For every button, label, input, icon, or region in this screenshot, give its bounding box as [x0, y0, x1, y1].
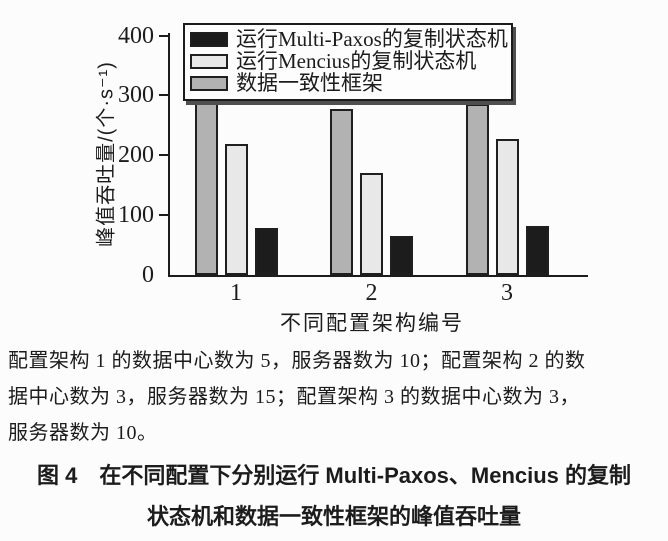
bar-mencius-group-3 — [495, 139, 519, 275]
y-tick-mark — [159, 94, 168, 97]
legend-item-mencius: 运行Mencius的复制状态机 — [190, 51, 506, 72]
y-tick-label: 400 — [118, 22, 154, 49]
mencius-swatch — [190, 54, 228, 69]
x-axis-label: 不同配置架构编号 — [280, 312, 464, 335]
bar-mencius-group-1 — [224, 143, 248, 275]
y-tick-label: 200 — [118, 142, 154, 169]
y-tick-label: 300 — [118, 82, 154, 109]
caption-line-1: 图 4 在不同配置下分别运行 Multi-Paxos、Mencius 的复制 — [36, 463, 632, 488]
legend-label: 运行Multi-Paxos的复制状态机 — [236, 27, 508, 51]
bar-mencius-group-2 — [360, 172, 383, 275]
framework-swatch — [190, 76, 228, 91]
figure-note: 配置架构 1 的数据中心数为 5，服务器数为 10；配置架构 2 的数 据中心数… — [8, 343, 664, 451]
x-tick-label: 3 — [501, 280, 513, 306]
multi-paxos-swatch — [190, 32, 228, 47]
y-tick-mark — [159, 214, 168, 217]
x-tick-label: 1 — [230, 280, 242, 306]
bar-framework-group-3 — [465, 104, 489, 275]
note-line-2: 据中心数为 3，服务器数为 15；配置架构 3 的数据中心数为 3， — [8, 386, 580, 408]
bar-multi-paxos-group-3 — [525, 225, 549, 275]
bar-framework-group-2 — [330, 108, 353, 275]
bar-multi-paxos-group-1 — [254, 227, 278, 275]
x-axis-line — [168, 275, 588, 277]
y-axis-line — [168, 33, 170, 277]
bar-framework-group-1 — [194, 103, 218, 275]
x-tick-label: 2 — [365, 280, 378, 306]
y-tick-label: 0 — [142, 262, 154, 288]
legend-item-multi-paxos: 运行Multi-Paxos的复制状态机 — [190, 27, 508, 51]
y-tick-mark — [159, 154, 168, 157]
legend-label: 运行Mencius的复制状态机 — [236, 49, 477, 73]
caption-line-2: 状态机和数据一致性框架的峰值吞吐量 — [146, 504, 521, 529]
note-line-1: 配置架构 1 的数据中心数为 5，服务器数为 10；配置架构 2 的数 — [8, 350, 586, 372]
legend-label: 数据一致性框架 — [236, 71, 383, 95]
note-line-3: 服务器数为 10。 — [8, 422, 158, 444]
bar-multi-paxos-group-2 — [390, 236, 413, 275]
legend-items: 运行Multi-Paxos的复制状态机 运行Mencius的复制状态机 数据一致性框… — [190, 27, 508, 94]
legend: 运行Multi-Paxos的复制状态机 运行Mencius的复制状态机 数据一致性框… — [183, 23, 513, 101]
legend-item-framework: 数据一致性框架 — [190, 73, 506, 94]
y-tick-label: 100 — [118, 202, 154, 229]
y-tick-mark — [159, 34, 168, 37]
